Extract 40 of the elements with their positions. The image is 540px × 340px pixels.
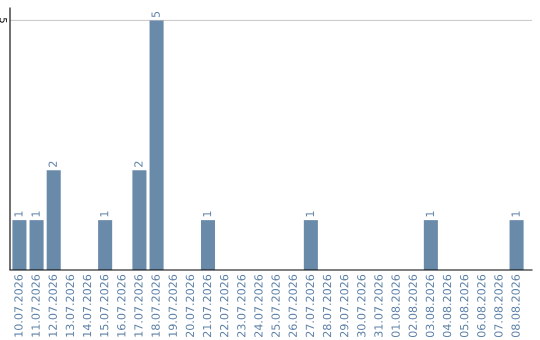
x-tick-label: 29.07.2026 (340, 274, 348, 337)
x-tick-label: 15.07.2026 (100, 274, 108, 337)
x-tick-label: 05.08.2026 (460, 274, 468, 338)
x-tick-label: 24.07.2026 (254, 274, 263, 337)
data-label: 2 (134, 162, 142, 167)
x-tick-label: 31.07.2026 (374, 274, 383, 337)
data-label: 1 (512, 212, 520, 216)
x-tick-label: 17.07.2026 (134, 274, 143, 337)
x-tick-label: 16.07.2026 (117, 274, 126, 337)
x-tick-label: 02.08.2026 (408, 274, 417, 338)
x-tick-label: 23.07.2026 (237, 274, 246, 337)
x-tick-label: 12.07.2026 (48, 274, 57, 337)
data-label: 1 (32, 212, 40, 216)
x-tick-label: 19.07.2026 (168, 274, 177, 337)
data-label: 5 (152, 12, 160, 18)
x-tick-label: 08.08.2026 (511, 274, 520, 338)
data-label: 1 (100, 212, 108, 216)
data-label: 1 (202, 212, 212, 216)
data-label: 2 (48, 162, 57, 167)
x-tick-label: 03.08.2026 (426, 274, 434, 338)
x-tick-label: 22.07.2026 (220, 274, 228, 337)
x-tick-label: 11.07.2026 (31, 274, 40, 337)
x-tick-label: 21.07.2026 (202, 274, 212, 337)
x-tick-label: 13.07.2026 (66, 274, 74, 337)
x-tick-label: 30.07.2026 (357, 274, 366, 337)
x-tick-label: 25.07.2026 (271, 274, 280, 337)
x-tick-label: 20.07.2026 (186, 274, 194, 337)
data-label: 1 (306, 212, 314, 216)
x-tick-label: 26.07.2026 (288, 274, 297, 337)
x-tick-label: 18.07.2026 (151, 274, 160, 337)
data-label: 1 (14, 212, 22, 216)
x-tick-label: 06.08.2026 (477, 274, 486, 338)
x-tick-label: 28.07.2026 (322, 274, 332, 337)
x-tick-label: 10.07.2026 (14, 274, 23, 337)
x-tick-label: 01.08.2026 (391, 274, 400, 338)
x-tick-label: 27.07.2026 (306, 274, 314, 337)
x-tick-label: 04.08.2026 (442, 274, 452, 338)
data-label: 1 (426, 212, 434, 216)
x-tick-label: 14.07.2026 (82, 274, 92, 337)
x-tick-label: 07.08.2026 (494, 274, 503, 338)
